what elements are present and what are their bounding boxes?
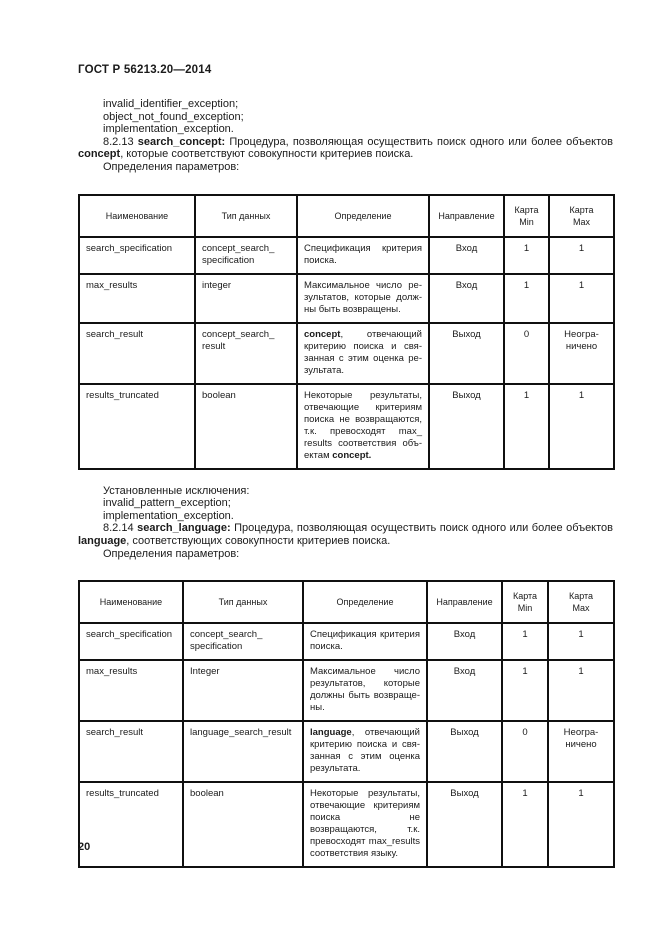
param-direction-cell: Выход (428, 321, 505, 385)
param-card-max-cell: 1 (547, 659, 615, 723)
param-type-cell: boolean (194, 382, 298, 470)
param-name-cell: max_results (78, 272, 196, 324)
exception-line: invalid_pattern_exception; (103, 497, 231, 510)
search-concept-params-table: Наименование Тип данных Определение Напр… (78, 193, 615, 470)
param-card-min-cell: 0 (501, 720, 549, 784)
param-card-max-cell: 1 (548, 272, 615, 324)
exception-line: invalid_identifier_exception; (103, 98, 239, 110)
established-exceptions-label: Установленные исключения: (103, 484, 250, 497)
page-number: 20 (78, 841, 91, 853)
param-card-max-cell: Неогра­ничено (548, 321, 615, 385)
column-header-direction: Направление (426, 580, 503, 625)
param-card-max-cell: 1 (548, 382, 615, 470)
params-definitions-label: Определения параметров: (103, 160, 240, 173)
table-row: search_result concept_search_​result con… (78, 321, 615, 385)
exception-line: implementation_exception. (103, 123, 234, 136)
params-definitions-label: Определения параметров: (103, 547, 240, 560)
param-direction-cell: Вход (426, 659, 503, 723)
param-type-cell: concept_search_​result (194, 321, 298, 385)
table-row: search_specification concept_search_​spe… (78, 235, 615, 275)
column-header-card-min: Карта Min (501, 580, 549, 625)
param-definition-cell: language, отвечающий критерию поиска и с… (302, 720, 428, 784)
table-row: search_specification concept_search_​spe… (78, 622, 615, 662)
column-header-card-max: Карта Max (547, 580, 615, 625)
param-definition-cell: Максимальное число результатов, которые … (302, 659, 428, 723)
param-definition-cell: Спецификация критерия поиска. (302, 622, 428, 662)
column-header-definition: Определение (302, 580, 428, 625)
param-card-max-cell: 1 (548, 235, 615, 275)
table-row: max_results Integer Максимальное число р… (78, 659, 615, 723)
param-direction-cell: Выход (426, 781, 503, 869)
param-definition-cell: concept, отвечающий критерию поиска и св… (296, 321, 430, 385)
param-direction-cell: Вход (428, 235, 505, 275)
param-card-max-cell: 1 (547, 781, 615, 869)
param-card-min-cell: 1 (501, 622, 549, 662)
column-header-name: Наименование (78, 193, 196, 238)
page-content: ГОСТ Р 56213.20—2014 invalid_identifier_… (78, 64, 615, 883)
param-card-min-cell: 0 (503, 321, 550, 385)
param-type-cell: integer (194, 272, 298, 324)
exception-line: implementation_exception. (103, 509, 234, 522)
param-definition-cell: Некоторые результаты, отвечающие критери… (302, 781, 428, 869)
table-header-row: Наименование Тип данных Определение Напр… (78, 193, 615, 238)
param-name-cell: search_specification (78, 235, 196, 275)
exception-line: object_not_found_exception; (103, 110, 244, 123)
param-type-cell: concept_search_​specification (182, 622, 304, 662)
param-card-max-cell: 1 (547, 622, 615, 662)
column-header-definition: Определение (296, 193, 430, 238)
param-name-cell: results_truncated (78, 382, 196, 470)
param-definition-cell: Спецификация критерия поиска. (296, 235, 430, 275)
param-type-cell: concept_search_​specification (194, 235, 298, 275)
param-direction-cell: Выход (426, 720, 503, 784)
column-header-type: Тип данных (194, 193, 298, 238)
param-direction-cell: Выход (428, 382, 505, 470)
param-name-cell: max_results (78, 659, 184, 723)
table-header-row: Наименование Тип данных Определение Напр… (78, 580, 615, 625)
section-8-2-14-paragraph: 8.2.14 search_language: Процедура, позво… (78, 522, 613, 547)
column-header-card-min: Карта Min (503, 193, 550, 238)
param-type-cell: boolean (182, 781, 304, 869)
search-language-params-table: Наименование Тип данных Определение Напр… (78, 580, 615, 869)
column-header-name: Наименование (78, 580, 184, 625)
table-row: results_truncated boolean Некоторые резу… (78, 382, 615, 470)
table-row: results_truncated boolean Некоторые резу… (78, 781, 615, 869)
column-header-card-max: Карта Max (548, 193, 615, 238)
param-direction-cell: Вход (426, 622, 503, 662)
param-name-cell: results_truncated (78, 781, 184, 869)
param-definition-cell: Максимальное число ре­зультатов, которые… (296, 272, 430, 324)
table-row: max_results integer Максимальное число р… (78, 272, 615, 324)
param-name-cell: search_result (78, 720, 184, 784)
table-row: search_result language_search_result lan… (78, 720, 615, 784)
param-card-max-cell: Неогра­ничено (547, 720, 615, 784)
param-card-min-cell: 1 (503, 382, 550, 470)
param-name-cell: search_specification (78, 622, 184, 662)
param-type-cell: language_search_result (182, 720, 304, 784)
column-header-type: Тип данных (182, 580, 304, 625)
param-direction-cell: Вход (428, 272, 505, 324)
standard-number: ГОСТ Р 56213.20—2014 (78, 64, 212, 76)
param-card-min-cell: 1 (501, 659, 549, 723)
param-name-cell: search_result (78, 321, 196, 385)
param-type-cell: Integer (182, 659, 304, 723)
param-definition-cell: Некоторые результаты, отвечающие критери… (296, 382, 430, 470)
param-card-min-cell: 1 (503, 235, 550, 275)
param-card-min-cell: 1 (503, 272, 550, 324)
section-8-2-13-paragraph: 8.2.13 search_concept: Процедура, позвол… (78, 135, 613, 161)
column-header-direction: Направление (428, 193, 505, 238)
param-card-min-cell: 1 (501, 781, 549, 869)
